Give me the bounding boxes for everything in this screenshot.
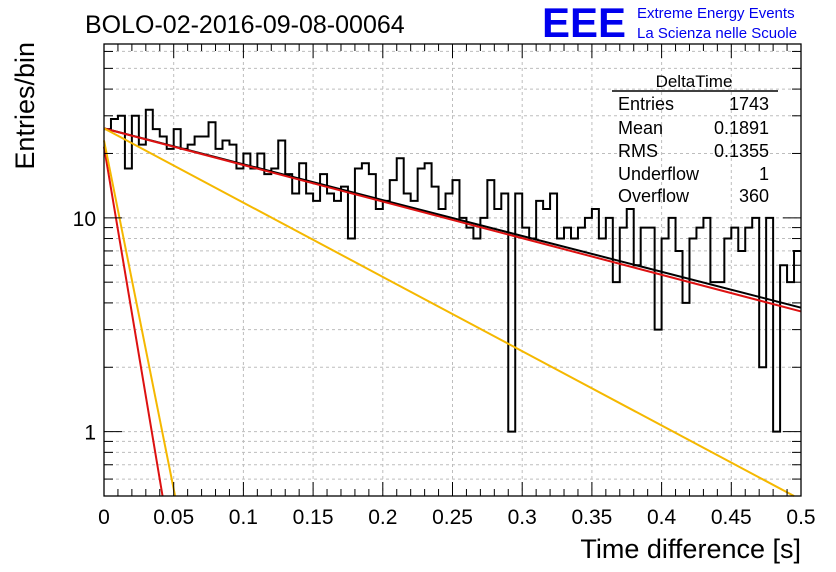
- grid-layer: [104, 44, 801, 497]
- x-tick-label: 0.15: [293, 506, 334, 529]
- stats-title: DeltaTime: [656, 72, 733, 91]
- x-tick-label: 0.5: [786, 506, 815, 529]
- x-tick-label: 0.05: [153, 506, 194, 529]
- tick-layer: 0 0.05 0.1 0.15 0.2 0.25 0.3 0.35 0.4 0.45 0.5 1 10: [73, 44, 816, 529]
- stats-value-mean: 0.1891: [714, 118, 769, 138]
- stats-value-rms: 0.1355: [714, 141, 769, 161]
- x-tick-label: 0: [98, 506, 110, 529]
- stats-value-overflow: 360: [739, 186, 769, 206]
- x-tick-label: 0.3: [508, 506, 537, 529]
- stats-box: DeltaTime Entries 1743 Mean 0.1891 RMS 0…: [612, 72, 778, 206]
- x-tick-label: 0.1: [229, 506, 258, 529]
- stats-label-overflow: Overflow: [618, 186, 690, 206]
- fit-curve: [103, 140, 177, 497]
- y-tick-label: 1: [84, 422, 96, 445]
- x-tick-label: 0.2: [368, 506, 397, 529]
- logo-line-2: La Scienza nelle Scuole: [637, 25, 797, 42]
- x-tick-label: 0.25: [432, 506, 473, 529]
- stats-value-underflow: 1: [759, 164, 769, 184]
- stats-label-underflow: Underflow: [618, 164, 700, 184]
- y-axis-label: Entries/bin: [10, 42, 40, 170]
- x-tick-label: 0.45: [711, 506, 752, 529]
- y-tick-label: 10: [73, 208, 96, 231]
- fit-curve: [103, 146, 164, 497]
- stats-label-rms: RMS: [618, 141, 658, 161]
- stats-label-entries: Entries: [618, 94, 674, 114]
- fit-curve: [103, 127, 795, 497]
- fit-layer: [103, 127, 802, 497]
- histogram-series: [104, 108, 801, 433]
- x-axis-label: Time difference [s]: [580, 534, 801, 564]
- chart-title: BOLO-02-2016-09-08-00064: [85, 11, 405, 39]
- x-tick-label: 0.35: [571, 506, 612, 529]
- stats-label-mean: Mean: [618, 118, 663, 138]
- fit-curve: [103, 127, 802, 313]
- eee-logo: EEE: [542, 0, 626, 46]
- stats-value-entries: 1743: [729, 94, 769, 114]
- x-tick-label: 0.4: [647, 506, 677, 529]
- logo-line-1: Extreme Energy Events: [637, 5, 795, 22]
